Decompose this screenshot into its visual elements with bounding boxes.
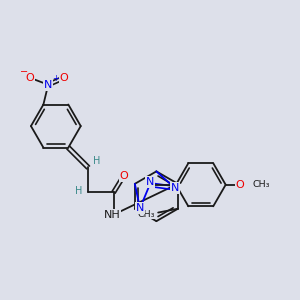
Text: CH₃: CH₃	[252, 180, 270, 189]
Text: O: O	[25, 73, 34, 83]
Text: N: N	[146, 177, 154, 187]
Text: H: H	[93, 156, 101, 166]
Text: O: O	[119, 171, 128, 181]
Text: N: N	[171, 183, 179, 193]
Text: H: H	[76, 186, 83, 196]
Text: +: +	[52, 74, 59, 83]
Text: NH: NH	[103, 210, 120, 220]
Text: N: N	[136, 203, 144, 213]
Text: N: N	[44, 80, 52, 90]
Text: O: O	[60, 73, 68, 83]
Text: O: O	[236, 180, 244, 190]
Text: −: −	[20, 67, 28, 77]
Text: CH₃: CH₃	[137, 210, 155, 219]
